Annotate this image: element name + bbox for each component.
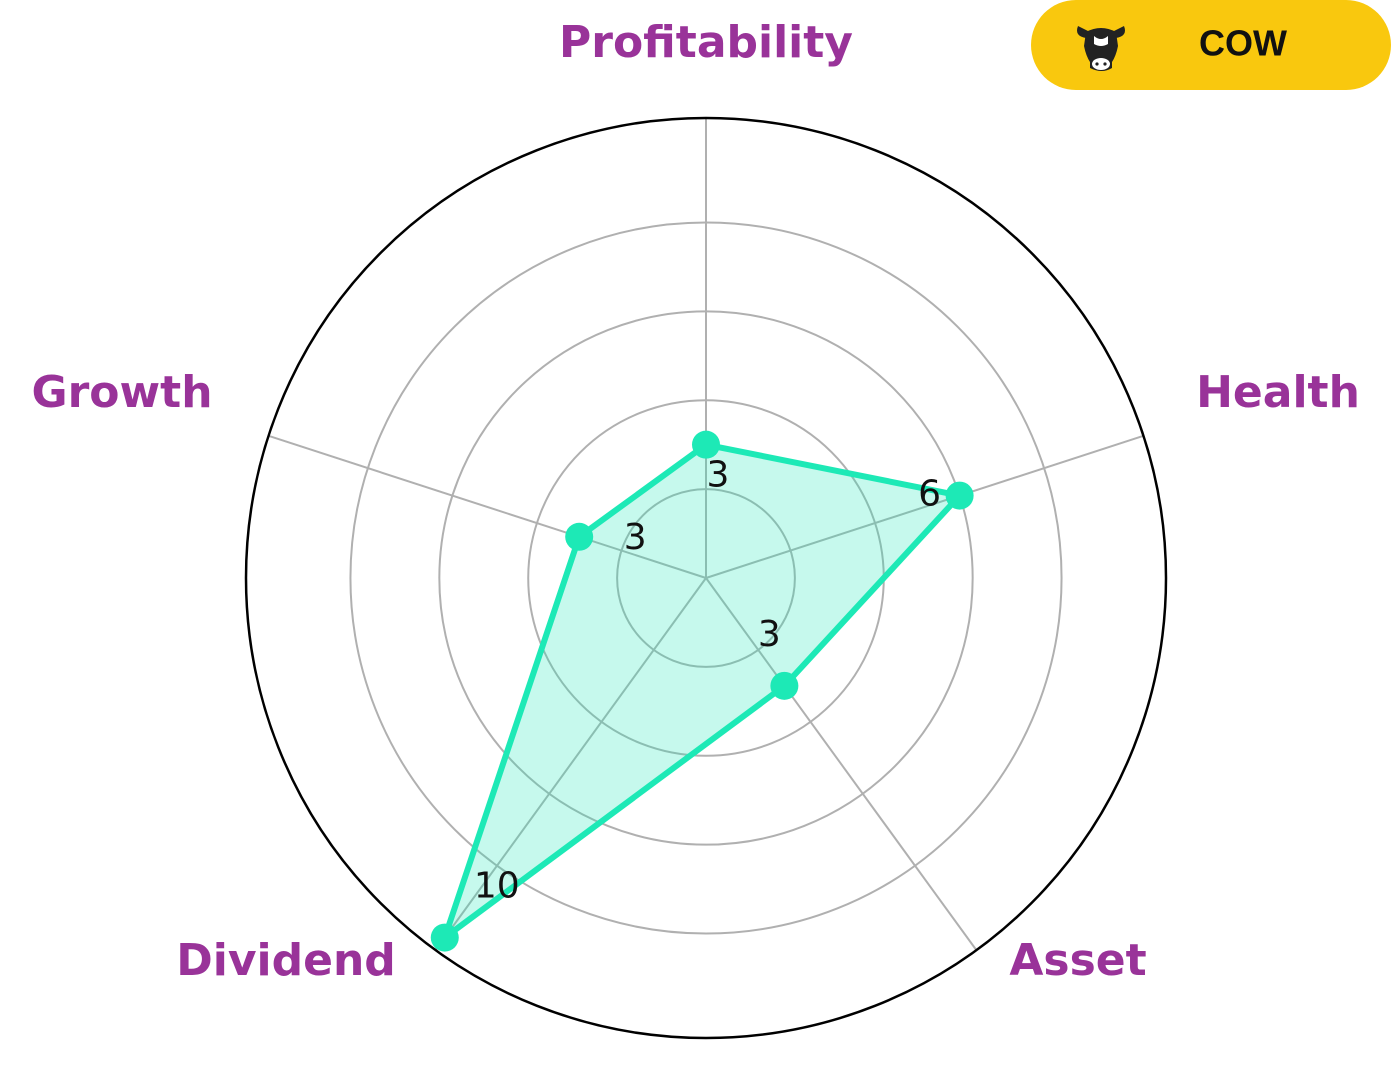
value-label: 6 [918,474,941,515]
axis-spoke [434,577,707,951]
category-label: Growth [31,367,212,418]
category-label: Asset [1009,935,1146,986]
plot: 3 6 3 10 3 Profitability Health Asset Dividend Gr… [31,17,1360,1040]
radar-point [945,481,974,510]
radar-point [692,430,720,459]
radar-point [430,923,459,952]
badge-ticker: COW [1199,23,1287,64]
value-label: 3 [758,614,781,655]
value-label: 3 [707,455,730,496]
radar-point [565,522,594,551]
badge-background [1031,0,1391,90]
axis-spoke [705,434,1144,579]
axis-spoke [705,577,978,951]
radar-point [770,671,799,700]
axis-spoke [268,434,707,579]
cow-icon [1077,26,1125,71]
category-label: Health [1196,367,1360,418]
outer-frame [244,116,1168,1040]
badge: COW [1031,0,1391,90]
category-label: Profitability [559,17,853,68]
radar-area [441,441,963,941]
value-label: 3 [624,517,647,558]
category-label: Dividend [176,935,396,986]
value-label: 10 [474,866,520,907]
